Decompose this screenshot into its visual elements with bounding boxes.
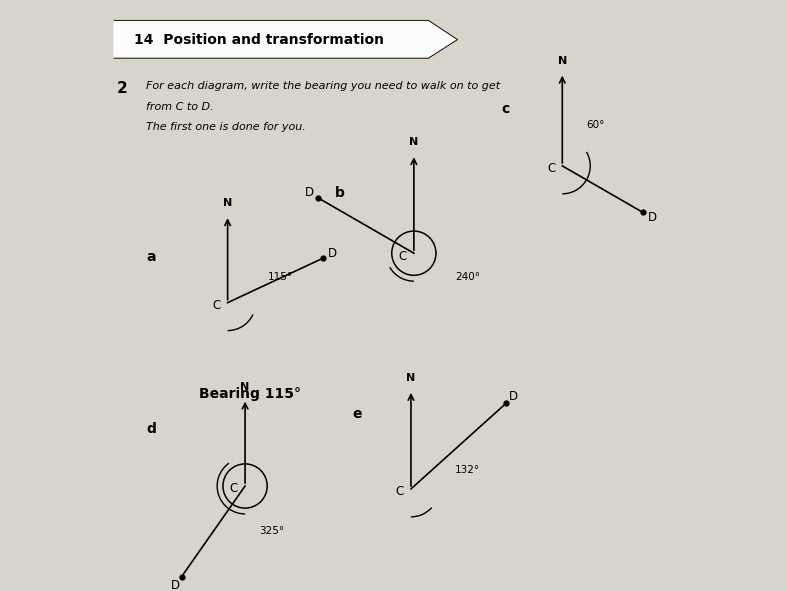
Text: e: e xyxy=(353,407,362,421)
Text: C: C xyxy=(399,249,407,262)
Text: D: D xyxy=(648,211,656,224)
Text: 115°: 115° xyxy=(268,272,293,282)
Text: N: N xyxy=(409,137,419,147)
Text: b: b xyxy=(335,186,345,200)
Polygon shape xyxy=(114,20,457,58)
Text: 240°: 240° xyxy=(455,272,480,282)
Text: 325°: 325° xyxy=(260,527,284,536)
Text: D: D xyxy=(305,186,313,199)
Text: 14  Position and transformation: 14 Position and transformation xyxy=(135,33,385,47)
Text: D: D xyxy=(327,248,337,261)
Text: c: c xyxy=(501,102,509,116)
Text: For each diagram, write the bearing you need to walk on to get: For each diagram, write the bearing you … xyxy=(146,82,501,92)
Text: C: C xyxy=(396,485,404,498)
Text: a: a xyxy=(146,250,156,264)
Text: N: N xyxy=(558,56,567,66)
Text: 60°: 60° xyxy=(586,120,604,130)
Text: D: D xyxy=(171,579,180,591)
Text: C: C xyxy=(230,482,238,495)
Text: 2: 2 xyxy=(117,82,127,96)
Text: d: d xyxy=(146,422,156,436)
Text: 132°: 132° xyxy=(454,465,479,475)
Text: C: C xyxy=(212,299,220,312)
Text: N: N xyxy=(223,199,232,209)
Text: N: N xyxy=(406,373,416,383)
Text: from C to D.: from C to D. xyxy=(146,102,214,112)
Text: C: C xyxy=(547,163,556,176)
Text: Bearing 115°: Bearing 115° xyxy=(198,387,301,401)
Text: The first one is done for you.: The first one is done for you. xyxy=(146,122,306,132)
Text: N: N xyxy=(241,382,249,392)
Text: D: D xyxy=(509,389,519,402)
